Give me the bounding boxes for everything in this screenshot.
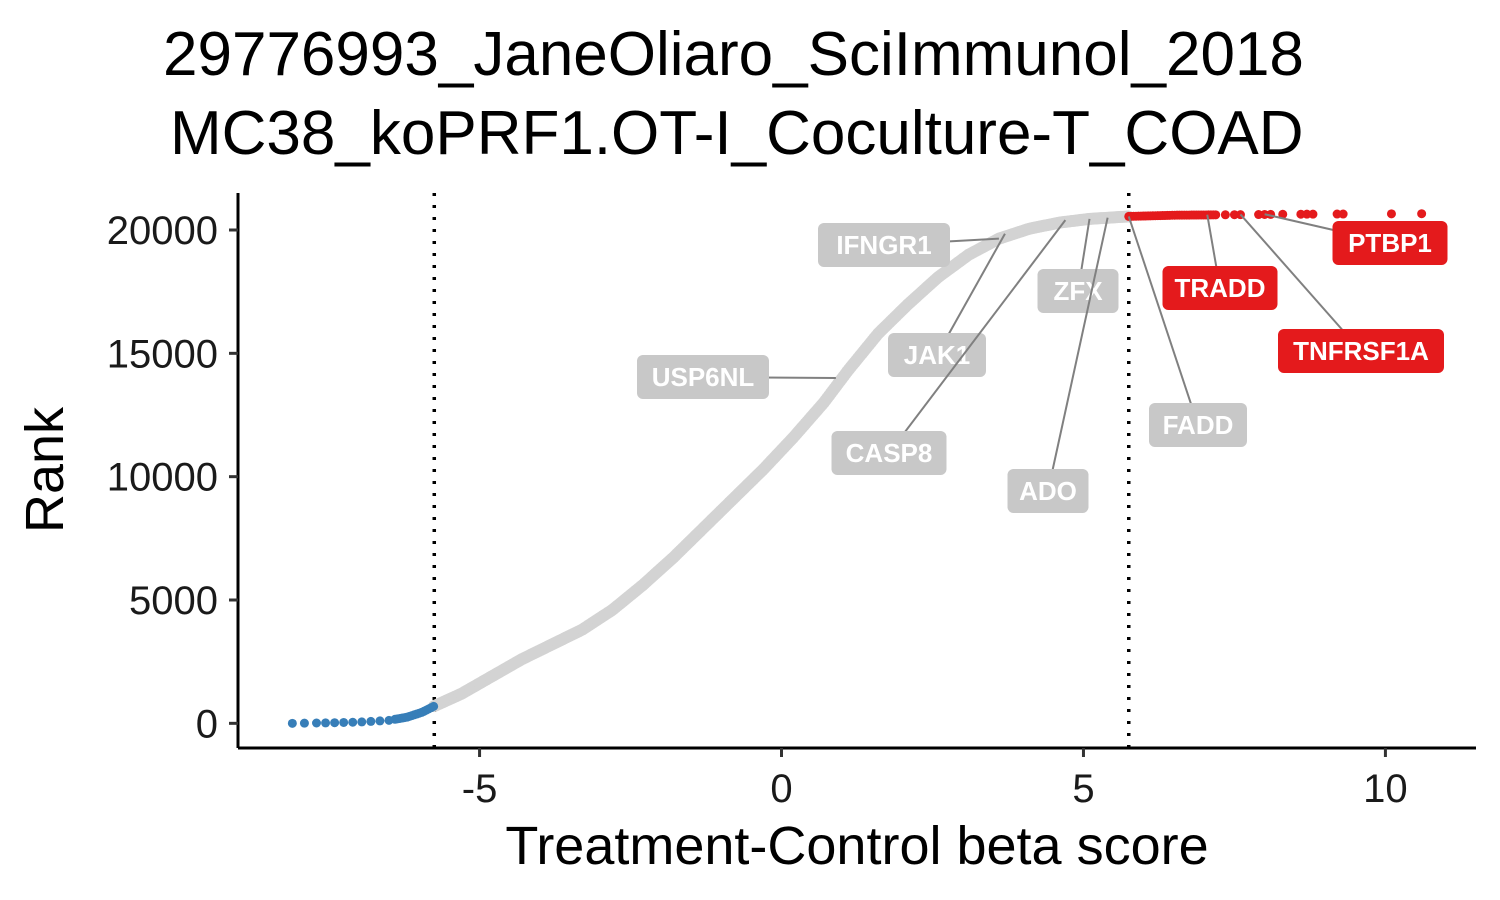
- gene-label-ado: ADO: [1019, 476, 1077, 506]
- gene-label-box: [1007, 469, 1089, 513]
- gene-point-negative: [366, 716, 376, 726]
- gene-label-jak1: JAK1: [904, 340, 970, 370]
- y-tick-label: 10000: [107, 456, 218, 500]
- gene-point-positive: [1417, 209, 1427, 219]
- gene-point-negative: [287, 718, 297, 728]
- y-axis-title: Rank: [15, 406, 75, 533]
- gene-point-negative: [348, 717, 358, 727]
- y-tick-label: 5000: [129, 579, 218, 623]
- y-tick-label: 20000: [107, 209, 218, 253]
- gene-point-positive: [1211, 210, 1221, 220]
- y-tick-label: 0: [196, 702, 218, 746]
- y-ticks: 0 5000 10000 15000 20000: [107, 209, 238, 746]
- x-tick-label: -5: [462, 767, 498, 811]
- gene-label-box: [888, 333, 986, 377]
- gene-label-fadd: FADD: [1163, 410, 1234, 440]
- gene-label-box: [1162, 266, 1278, 310]
- positive-points: [1124, 209, 1427, 221]
- gene-point-positive: [1220, 210, 1230, 220]
- gene-label-box: [831, 431, 947, 475]
- gene-label-zfx: ZFX: [1053, 276, 1103, 306]
- label-leader-line: [1047, 217, 1109, 492]
- chart-title-line2: MC38_koPRF1.OT-I_Coculture-T_COAD: [170, 99, 1304, 168]
- x-ticks: -5 0 5 10: [462, 748, 1408, 811]
- gene-label-box: [1332, 221, 1448, 265]
- x-axis-title: Treatment-Control beta score: [505, 816, 1208, 876]
- gene-point-negative: [312, 718, 322, 728]
- gene-label-tnfrsf1a: TNFRSF1A: [1293, 336, 1429, 366]
- neutral-points: [428, 210, 1135, 713]
- gene-point-positive: [1338, 209, 1348, 219]
- gene-label-box: [1278, 329, 1444, 373]
- gene-labels: IFNGR1 USP6NL JAK1 CASP8 ZFX ADO FADD TRADD TNFR…: [637, 213, 1448, 513]
- label-leader-line: [1127, 216, 1199, 426]
- gene-point-negative: [299, 718, 309, 728]
- gene-point-positive: [1386, 209, 1396, 219]
- label-leader-line: [1239, 213, 1362, 352]
- gene-label-box: [637, 355, 769, 399]
- threshold-lines: [432, 193, 1131, 748]
- gene-point-positive: [1278, 209, 1288, 219]
- gene-label-tradd: TRADD: [1175, 273, 1266, 303]
- gene-point-negative: [321, 718, 331, 728]
- gene-point-negative: [357, 717, 367, 727]
- gene-point-negative: [429, 701, 439, 711]
- gene-label-box: [1037, 269, 1119, 313]
- gene-label-ifngr1: IFNGR1: [836, 230, 931, 260]
- gene-point-negative: [330, 718, 340, 728]
- x-tick-label: 5: [1072, 767, 1094, 811]
- chart-title-line1: 29776993_JaneOliaro_SciImmunol_2018: [163, 20, 1304, 89]
- gene-label-casp8: CASP8: [846, 438, 933, 468]
- label-leader-line: [888, 219, 1067, 454]
- gene-point-negative: [375, 716, 385, 726]
- negative-points: [287, 701, 439, 728]
- gene-label-ptbp1: PTBP1: [1348, 228, 1432, 258]
- y-tick-label: 15000: [107, 332, 218, 376]
- gene-label-box: [818, 223, 950, 267]
- gene-point-negative: [384, 715, 394, 725]
- x-tick-label: 0: [770, 767, 792, 811]
- gene-point-negative: [339, 717, 349, 727]
- gene-point-positive: [1308, 209, 1318, 219]
- gene-label-box: [1149, 403, 1247, 447]
- x-tick-label: 10: [1363, 767, 1408, 811]
- gene-label-usp6nl: USP6NL: [652, 362, 755, 392]
